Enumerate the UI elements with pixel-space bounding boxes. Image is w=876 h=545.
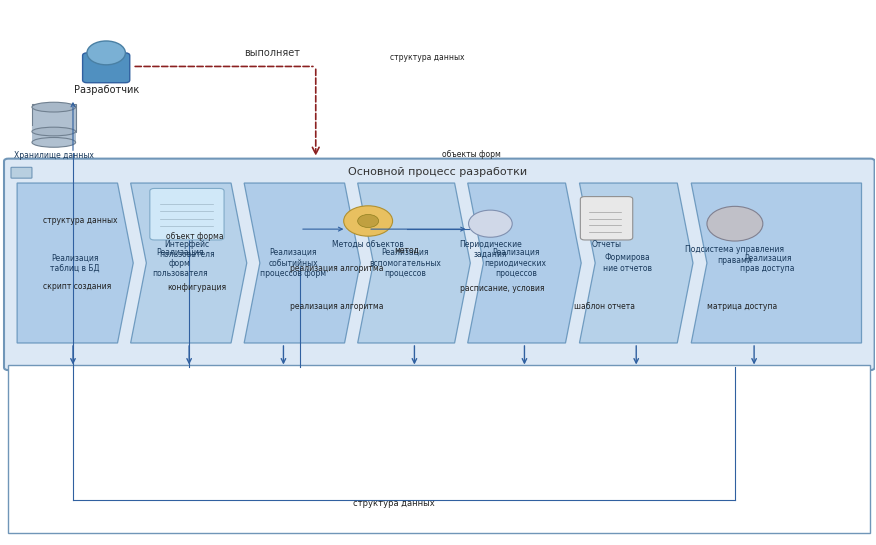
Text: Интерфейс
пользователя: Интерфейс пользователя — [159, 240, 215, 259]
Text: объект форма: объект форма — [166, 232, 223, 241]
Polygon shape — [468, 183, 581, 343]
Polygon shape — [357, 183, 470, 343]
Text: структура данных: структура данных — [390, 53, 464, 62]
Text: Подсистема управления
правами: Подсистема управления правами — [685, 245, 784, 265]
Text: Реализация
таблиц в БД: Реализация таблиц в БД — [51, 253, 100, 272]
Text: Реализация
вспомогательных
процессов: Реализация вспомогательных процессов — [370, 248, 442, 278]
FancyBboxPatch shape — [150, 189, 224, 240]
FancyBboxPatch shape — [4, 159, 874, 370]
Text: объекты форм: объекты форм — [442, 150, 501, 159]
FancyBboxPatch shape — [82, 53, 130, 83]
FancyBboxPatch shape — [32, 126, 75, 142]
Polygon shape — [244, 183, 360, 343]
Polygon shape — [131, 183, 247, 343]
Circle shape — [87, 41, 125, 65]
Text: реализация алгоритма: реализация алгоритма — [290, 301, 383, 311]
FancyBboxPatch shape — [11, 167, 32, 178]
Text: Реализация
периодических
процессов: Реализация периодических процессов — [484, 248, 547, 278]
Text: структура данных: структура данных — [43, 216, 117, 226]
Polygon shape — [579, 183, 693, 343]
Polygon shape — [18, 183, 133, 343]
Text: матрица доступа: матрица доступа — [707, 301, 777, 311]
Polygon shape — [691, 183, 861, 343]
Ellipse shape — [32, 102, 75, 112]
Text: Основной процесс разработки: Основной процесс разработки — [349, 167, 527, 177]
Text: Реализация
событийных
процессов форм: Реализация событийных процессов форм — [260, 248, 327, 278]
Text: Реализация
прав доступа: Реализация прав доступа — [740, 253, 795, 272]
Text: скрипт создания: скрипт создания — [43, 282, 111, 290]
Circle shape — [343, 206, 392, 236]
Text: реализация алгоритма: реализация алгоритма — [290, 264, 383, 272]
Text: метод: метод — [394, 246, 420, 255]
Text: конфигурация: конфигурация — [167, 283, 226, 292]
Text: Хранилище данных: Хранилище данных — [14, 150, 94, 160]
FancyBboxPatch shape — [9, 365, 870, 533]
Text: расписание, условия: расписание, условия — [460, 284, 544, 293]
Text: Отчеты: Отчеты — [591, 240, 622, 249]
Text: Разработчик: Разработчик — [74, 86, 138, 95]
Text: Методы объектов: Методы объектов — [332, 240, 404, 249]
Text: выполняет: выполняет — [244, 49, 300, 58]
Ellipse shape — [32, 127, 75, 136]
Circle shape — [357, 215, 378, 227]
Text: Реализация
форм
пользователя: Реализация форм пользователя — [152, 248, 208, 278]
Circle shape — [707, 207, 763, 241]
Text: шаблон отчета: шаблон отчета — [575, 301, 635, 311]
Text: Формирова
ние отчетов: Формирова ние отчетов — [603, 253, 652, 272]
FancyBboxPatch shape — [32, 105, 75, 131]
FancyBboxPatch shape — [580, 197, 632, 240]
Text: Периодические
задания: Периодические задания — [459, 240, 522, 259]
Circle shape — [469, 210, 512, 237]
Text: структура данных: структура данных — [353, 499, 435, 508]
Ellipse shape — [32, 137, 75, 147]
